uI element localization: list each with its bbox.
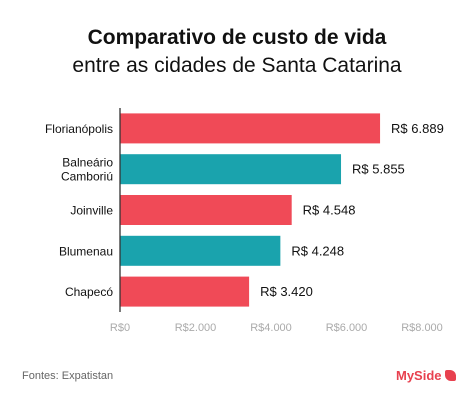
category-label: Chapecó — [65, 285, 113, 299]
brand-logo: MySide — [396, 368, 456, 383]
category-label: Balneário Camboriú — [61, 156, 113, 184]
x-tick-label: R$4.000 — [250, 322, 292, 334]
bar — [120, 113, 381, 144]
source-note: Fontes: Expatistan — [22, 370, 114, 382]
chart-subtitle: entre as cidades de Santa Catarina — [72, 54, 402, 77]
bar — [120, 235, 281, 266]
brand-name: MySide — [396, 368, 442, 383]
bar — [120, 154, 342, 185]
x-tick-label: R$2.000 — [175, 322, 217, 334]
chart-header: Comparativo de custo de vida entre as ci… — [0, 24, 474, 80]
category-label: Blumenau — [59, 244, 113, 258]
brand-mark-icon — [444, 370, 456, 381]
bar — [120, 276, 250, 307]
bar-value-label: R$ 4.248 — [291, 243, 344, 258]
bar-value-label: R$ 3.420 — [260, 284, 313, 299]
bar-value-label: R$ 6.889 — [391, 121, 444, 136]
category-label: Florianópolis — [45, 122, 113, 136]
bar-value-label: R$ 4.548 — [303, 203, 356, 218]
chart-title: Comparativo de custo de vida — [87, 26, 387, 49]
x-tick-label: R$0 — [110, 322, 130, 334]
category-label: Joinville — [70, 204, 113, 218]
bar-value-label: R$ 5.855 — [352, 162, 405, 177]
bar — [120, 195, 292, 225]
x-tick-label: R$6.000 — [326, 322, 368, 334]
x-tick-label: R$8.000 — [401, 322, 443, 334]
